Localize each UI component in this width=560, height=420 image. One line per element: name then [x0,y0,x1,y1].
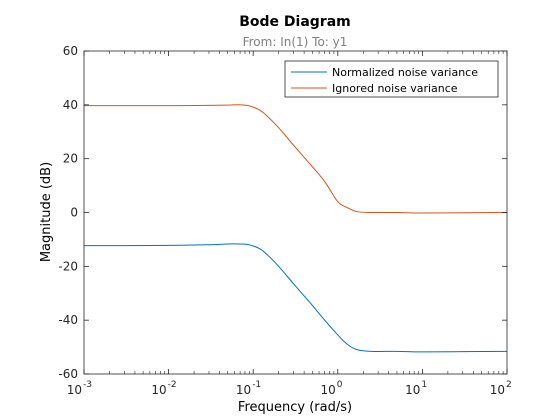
x-tick-exponent: -3 [83,380,92,390]
x-axis-ticks: 10 -3 10 -2 10 -1 10 0 10 1 10 2 [67,51,512,397]
legend-label-ignored: Ignored noise variance [332,82,458,95]
x-tick-exponent: -2 [168,380,177,390]
x-axis-label: Frequency (rad/s) [238,400,352,415]
chart-subtitle: From: In(1) To: y1 [243,35,348,49]
series-layer [83,104,508,353]
x-tick-exponent: -1 [252,380,261,390]
x-tick-label: 10 [236,383,251,397]
y-tick-label: 60 [63,44,78,58]
series-line-0 [83,243,508,353]
legend: Normalized noise variance Ignored noise … [284,60,499,98]
y-tick-label: 40 [63,98,78,112]
y-tick-label: -20 [58,259,78,273]
x-tick-label: 10 [321,383,336,397]
y-tick-label: -40 [58,313,78,327]
x-tick-exponent: 1 [421,380,427,390]
x-tick-exponent: 0 [337,380,343,390]
legend-box [284,60,499,98]
legend-label-normalized: Normalized noise variance [332,66,478,79]
y-tick-label: -60 [58,367,78,381]
chart-title: Bode Diagram [239,14,351,30]
y-tick-label: 20 [63,152,78,166]
x-tick-exponent: 2 [506,380,512,390]
x-tick-label: 10 [490,383,505,397]
y-axis-ticks: 60 40 20 0 -20 -40 -60 [58,44,507,381]
x-tick-label: 10 [67,383,82,397]
x-tick-label: 10 [405,383,420,397]
series-line-1 [83,104,508,214]
y-tick-label: 0 [70,206,78,220]
y-axis-label: Magnitude (dB) [39,162,54,262]
x-tick-label: 10 [151,383,166,397]
